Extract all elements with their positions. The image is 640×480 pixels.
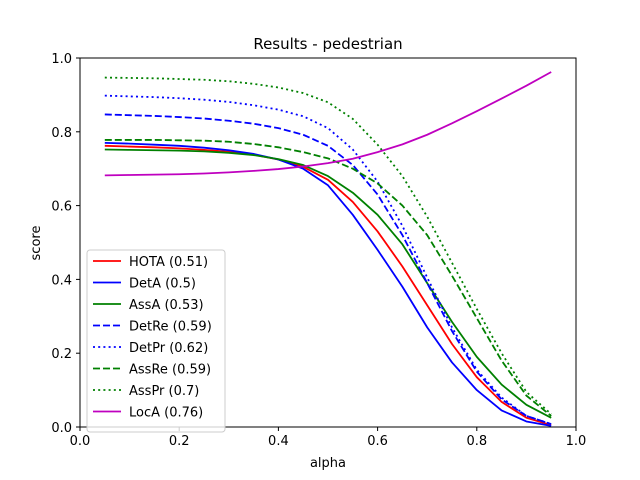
series-line-2 — [104, 148, 552, 419]
legend-label-6: AssPr (0.7) — [129, 384, 199, 399]
legend: HOTA (0.51) DetA (0.5) AssA (0.53) DetRe (0… — [86, 249, 226, 433]
x-tick-label: 0.2 — [169, 434, 190, 449]
series-line-5 — [104, 139, 552, 417]
x-tick-label: 1.0 — [566, 434, 587, 449]
y-tick-label: 1.0 — [51, 52, 72, 67]
legend-label-1: DetA (0.5) — [129, 277, 196, 292]
x-tick-label: 0.8 — [466, 434, 487, 449]
y-axis-label: score — [29, 226, 44, 261]
series-line-7 — [104, 71, 552, 177]
x-axis-label: alpha — [310, 456, 346, 471]
plot-area: 0.0 0.2 0.4 0.6 0.8 1.0 0.0 0.2 0.4 0.6 0.8 1.0 — [51, 52, 586, 449]
legend-label-3: DetRe (0.59) — [129, 320, 212, 335]
chart-title: Results - pedestrian — [253, 35, 402, 53]
legend-label-4: DetPr (0.62) — [129, 341, 208, 356]
y-tick-label: 0.2 — [51, 347, 72, 362]
series-line-3 — [104, 113, 552, 425]
x-tick-label: 0.4 — [268, 434, 289, 449]
series-line-1 — [104, 141, 552, 427]
legend-label-5: AssRe (0.59) — [129, 363, 211, 378]
series-line-4 — [104, 94, 552, 425]
axes-frame — [79, 57, 577, 428]
y-tick-label: 0.0 — [51, 421, 72, 436]
y-tick-label: 0.6 — [51, 200, 72, 215]
legend-box — [86, 249, 226, 433]
x-tick-label: 0.6 — [367, 434, 388, 449]
y-tick-label: 0.8 — [51, 126, 72, 141]
series-line-6 — [104, 76, 552, 415]
legend-label-0: HOTA (0.51) — [129, 255, 208, 270]
series-line-0 — [104, 144, 552, 427]
y-tick-label: 0.4 — [51, 273, 72, 288]
x-tick-label: 0.0 — [70, 434, 91, 449]
legend-label-2: AssA (0.53) — [129, 298, 204, 313]
legend-label-7: LocA (0.76) — [129, 406, 203, 421]
